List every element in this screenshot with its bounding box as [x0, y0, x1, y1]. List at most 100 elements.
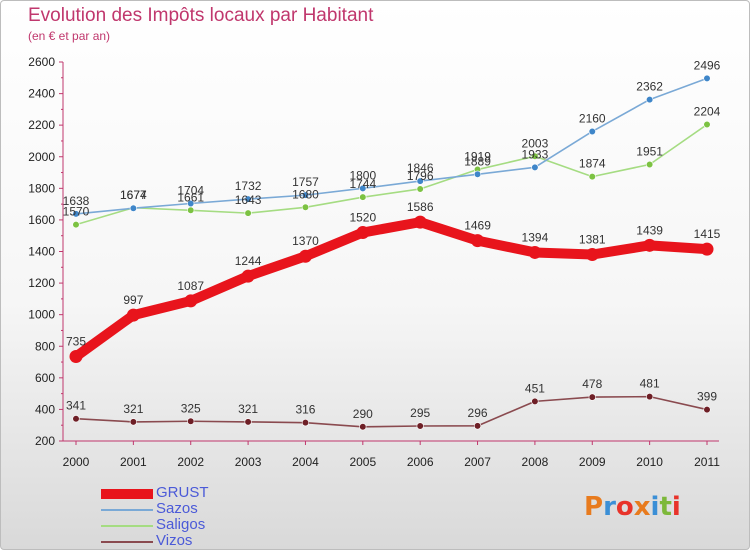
data-point-grust [471, 234, 485, 248]
legend-swatch [101, 489, 153, 499]
logo-letter: t [659, 492, 672, 522]
data-label-vizos: 481 [640, 377, 660, 391]
data-label-vizos: 316 [295, 403, 315, 417]
data-label-vizos: 325 [181, 401, 201, 415]
data-label-saligos: 1643 [235, 193, 262, 207]
legend-label: GRUST [156, 484, 209, 501]
data-point-grust [69, 350, 83, 364]
series-line-sazos [75, 77, 708, 215]
chart-subtitle: (en € et par an) [28, 29, 111, 43]
y-tick-label: 200 [35, 434, 55, 448]
data-label-saligos: 1570 [63, 205, 90, 219]
data-point-saligos [416, 185, 424, 193]
y-tick-label: 600 [35, 371, 55, 385]
data-point-vizos [129, 418, 137, 426]
data-point-sazos [301, 191, 310, 199]
data-label-vizos: 478 [582, 377, 602, 391]
data-point-sazos [359, 184, 367, 192]
data-label-vizos: 399 [697, 390, 717, 404]
data-label-sazos: 1674 [120, 188, 147, 202]
logo-letter: o [615, 492, 634, 522]
data-label-saligos: 1677 [120, 188, 147, 202]
data-point-grust [184, 294, 198, 308]
logo-letter: x [633, 492, 651, 522]
data-label-sazos: 2160 [579, 111, 606, 125]
data-point-saligos [359, 193, 367, 201]
data-point-grust [241, 269, 255, 283]
y-tick-label: 400 [35, 402, 55, 416]
data-label-saligos: 1919 [464, 150, 491, 164]
data-point-vizos [244, 418, 252, 426]
legend-label: Sazos [156, 500, 198, 517]
data-point-sazos [187, 199, 195, 208]
data-label-sazos: 1638 [63, 194, 90, 208]
data-label-sazos: 1933 [522, 147, 549, 161]
y-tick-label: 800 [35, 339, 55, 353]
data-point-vizos [646, 393, 654, 401]
data-point-saligos [646, 160, 654, 169]
y-tick-label: 1800 [28, 181, 55, 195]
data-label-grust: 997 [123, 293, 143, 307]
data-point-vizos [416, 422, 424, 430]
x-tick-label: 2011 [694, 455, 720, 469]
data-point-vizos [588, 393, 596, 401]
logo-letter: P [584, 492, 604, 522]
series-line-grust [71, 217, 712, 362]
series-line-saligos [75, 123, 708, 226]
data-point-sazos [72, 210, 80, 218]
logo-letter: i [650, 492, 660, 522]
data-point-sazos [416, 177, 424, 185]
data-point-saligos [187, 206, 195, 214]
y-tick-label: 2600 [28, 55, 55, 69]
data-label-sazos: 1889 [464, 154, 491, 168]
x-tick-label: 2009 [579, 455, 606, 469]
data-label-vizos: 341 [66, 399, 86, 413]
proxiti-logo: Proxiti [584, 492, 681, 522]
data-point-sazos [244, 195, 252, 203]
data-point-vizos [187, 417, 195, 425]
data-point-saligos [301, 203, 310, 211]
data-label-grust: 1370 [292, 234, 319, 248]
chart-title: Evolution des Impôts locaux par Habitant [28, 5, 374, 26]
x-tick-label: 2008 [522, 455, 549, 469]
y-tick-label: 2000 [28, 150, 55, 164]
legend-swatch [101, 509, 153, 511]
data-point-grust [298, 249, 312, 263]
data-point-vizos [72, 415, 80, 423]
legend-label: Saligos [156, 516, 206, 533]
data-label-grust: 1520 [349, 211, 376, 225]
y-tick-label: 1400 [28, 245, 55, 259]
logo-letter: i [671, 492, 681, 522]
data-label-saligos: 1796 [407, 169, 434, 183]
data-point-grust [700, 242, 714, 256]
data-point-vizos [359, 423, 367, 431]
data-point-sazos [588, 127, 596, 136]
data-label-vizos: 321 [238, 402, 258, 416]
data-label-vizos: 321 [123, 402, 143, 416]
data-label-saligos: 1951 [636, 144, 663, 158]
data-point-grust [643, 238, 657, 252]
data-point-grust [585, 248, 599, 262]
series-lines [69, 74, 714, 431]
data-label-grust: 1415 [694, 227, 721, 241]
data-label-grust: 1394 [522, 230, 549, 244]
data-point-vizos [473, 422, 482, 430]
data-label-vizos: 290 [353, 407, 373, 421]
data-point-grust [356, 226, 370, 240]
x-tick-label: 2003 [235, 455, 262, 469]
data-point-sazos [703, 74, 711, 83]
data-point-vizos [531, 397, 539, 405]
data-label-grust: 1087 [177, 279, 204, 293]
x-tick-label: 2002 [177, 455, 204, 469]
data-label-vizos: 296 [468, 406, 488, 420]
data-label-saligos: 1744 [349, 177, 376, 191]
data-label-grust: 1439 [636, 223, 663, 237]
y-tick-label: 1000 [28, 308, 55, 322]
data-label-sazos: 1732 [235, 179, 262, 193]
data-label-grust: 1381 [579, 233, 606, 247]
data-label-sazos: 1704 [177, 183, 204, 197]
x-tick-label: 2006 [407, 455, 434, 469]
data-point-sazos [646, 95, 654, 104]
